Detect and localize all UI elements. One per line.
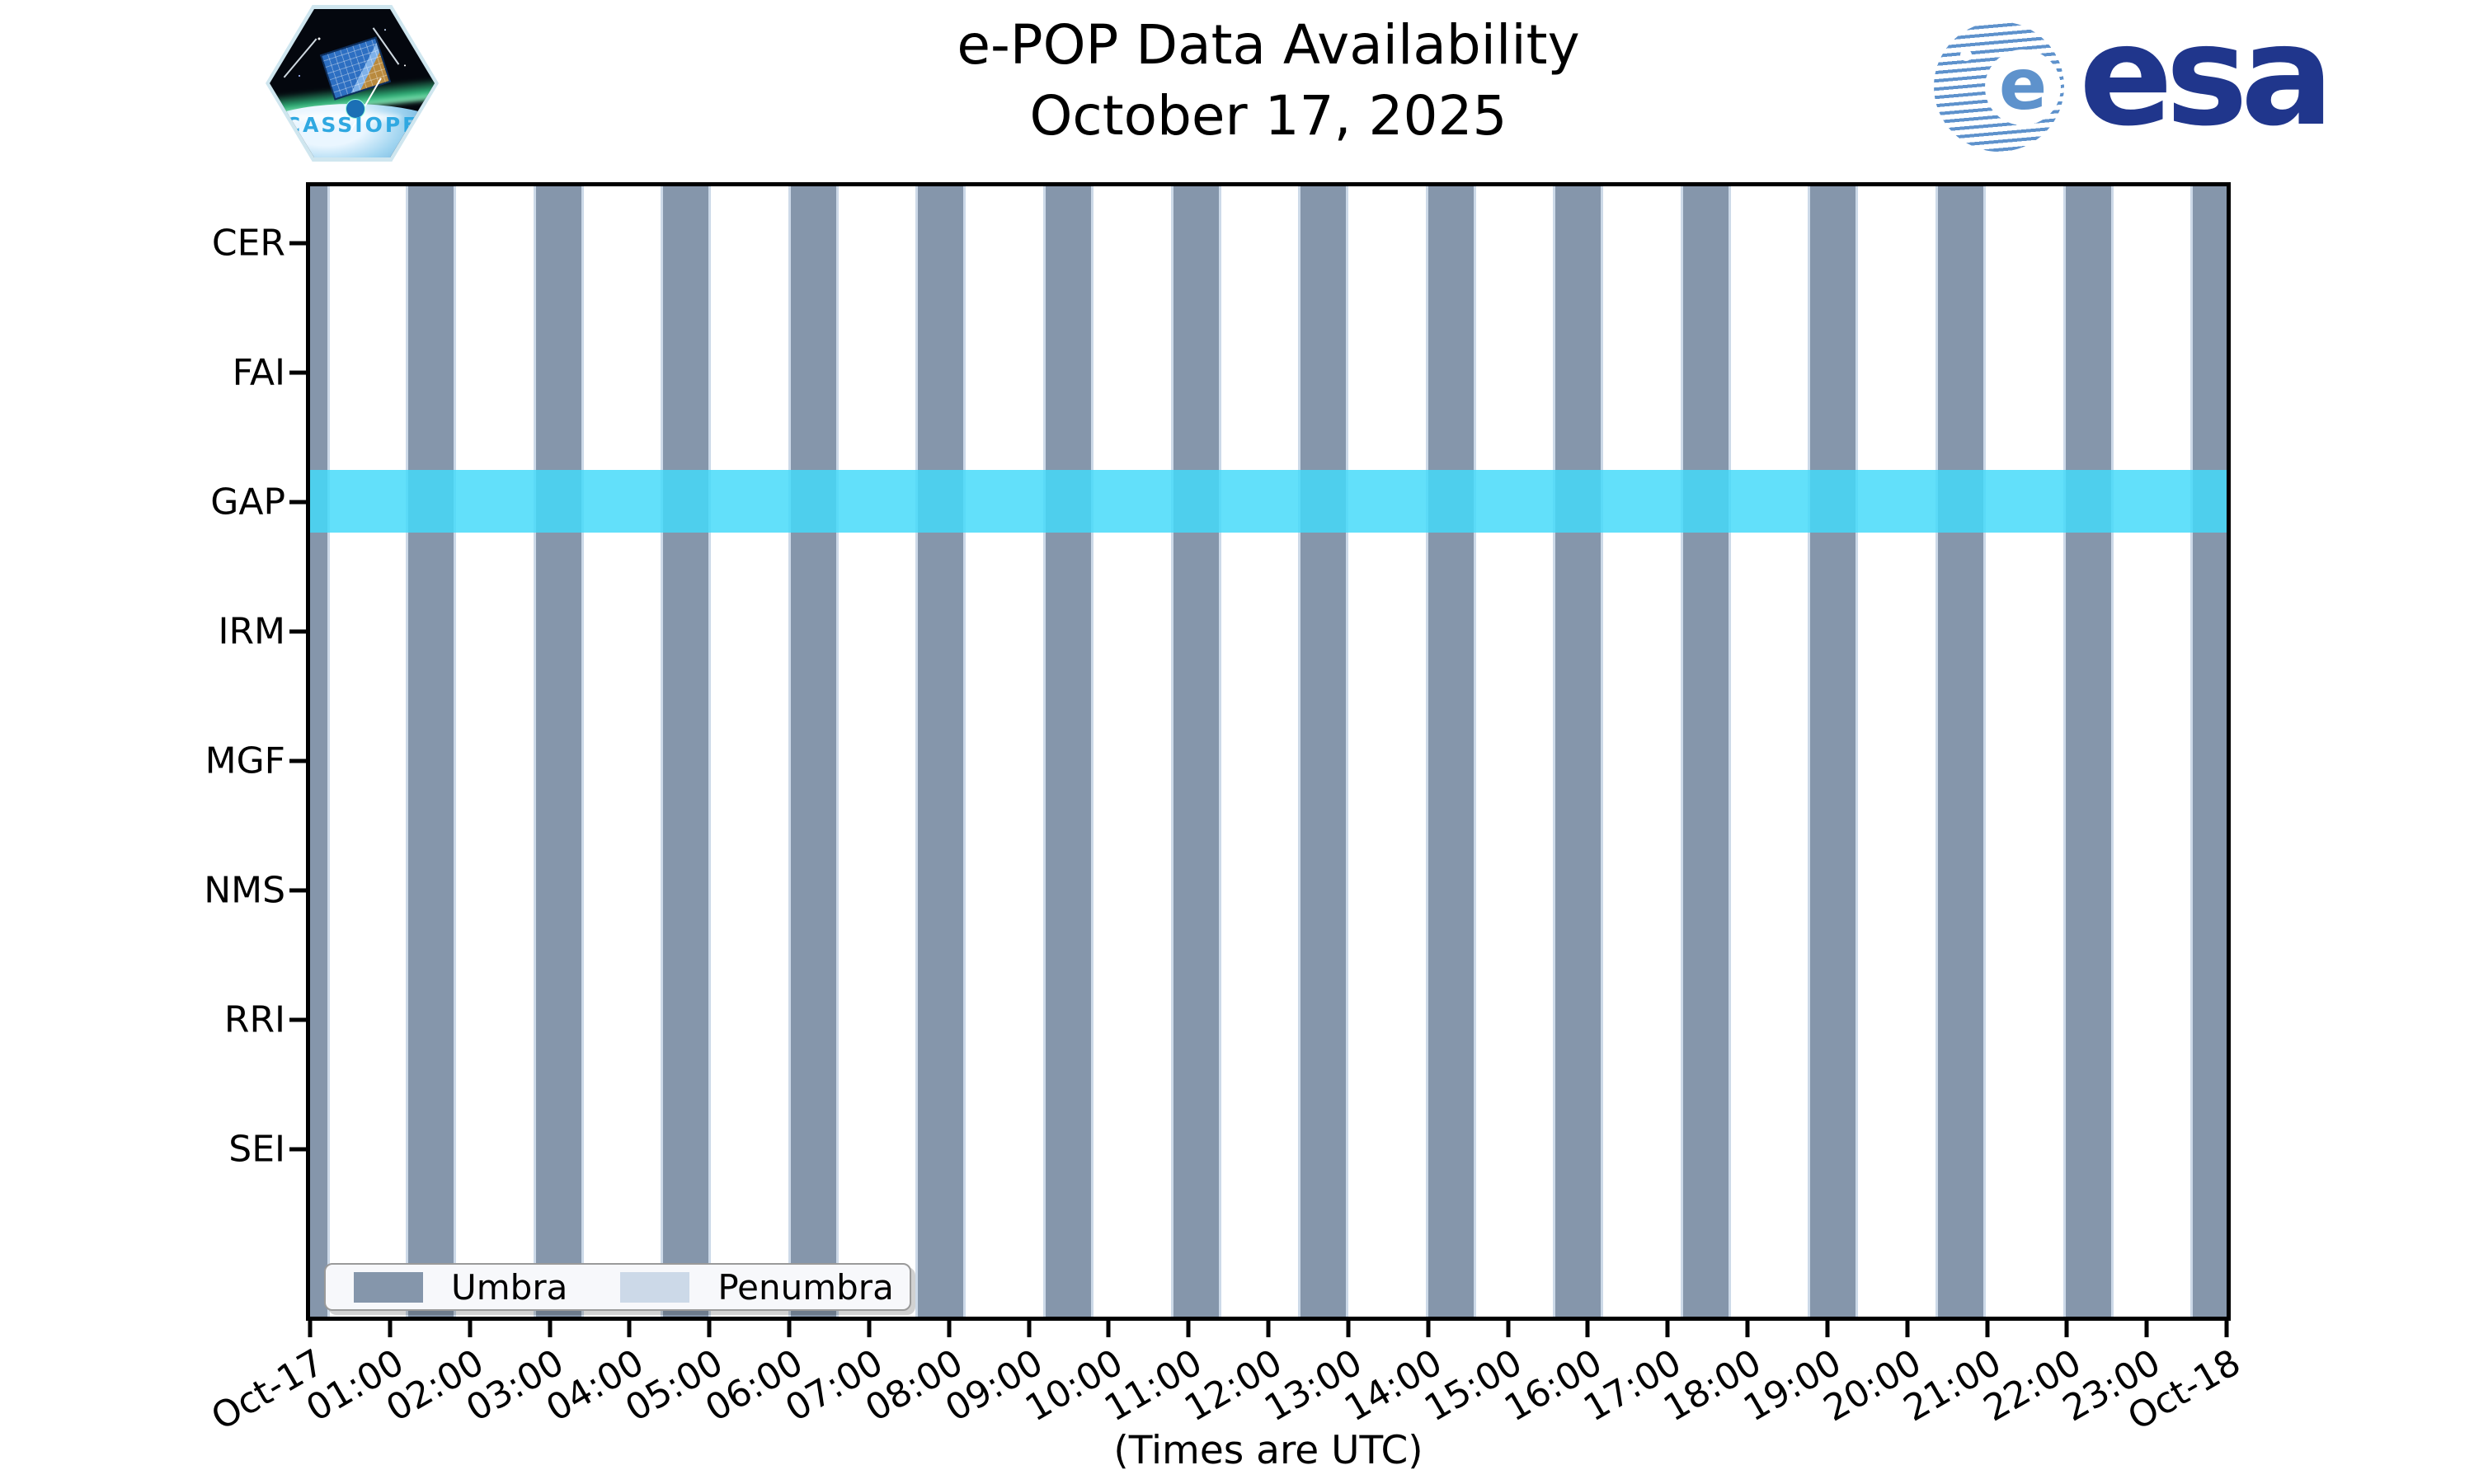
x-tick-mark [1027,1321,1031,1337]
cloud-graphic [286,113,402,122]
title-line-2: October 17, 2025 [1029,83,1507,148]
x-tick-mark [867,1321,872,1337]
umbra-interval-bar [1046,186,1092,1317]
y-tick-mark [289,629,306,634]
x-tick-mark [1106,1321,1111,1337]
y-tick-mark [289,758,306,763]
x-tick-mark [388,1321,393,1337]
x-tick-mark [1346,1321,1351,1337]
x-tick-mark [1266,1321,1271,1337]
x-tick-mark [468,1321,473,1337]
x-tick-mark [1905,1321,1910,1337]
agency-badge-icon [346,99,365,120]
umbra-label: Umbra [451,1266,568,1308]
x-tick-mark [2064,1321,2069,1337]
x-tick-mark [787,1321,792,1337]
umbra-interval-bar [2193,186,2227,1317]
umbra-interval-bar [2065,186,2111,1317]
x-tick-mark [1426,1321,1431,1337]
x-tick-mark [1745,1321,1750,1337]
x-tick-mark [1585,1321,1590,1337]
y-label-mgf: MGF [205,740,285,782]
x-tick-mark [1186,1321,1191,1337]
y-tick-mark [289,1147,306,1152]
y-label-fai: FAI [232,351,285,394]
umbra-interval-bar [535,186,581,1317]
penumbra-label: Penumbra [717,1266,894,1308]
plot-canvas [310,186,2227,1317]
gap-data-availability-band [310,469,2227,533]
esa-e-disc: e [1985,49,2061,125]
chart-title: e-POP Data Availability October 17, 2025 [306,10,2231,152]
esa-wordmark: esa [2079,0,2334,157]
y-tick-mark [289,888,306,893]
x-tick-mark [707,1321,712,1337]
penumbra-swatch [620,1271,690,1303]
umbra-interval-bar [310,186,327,1317]
x-tick-mark [1506,1321,1510,1337]
x-tick-mark [548,1321,552,1337]
x-tick-mark [1985,1321,1989,1337]
y-tick-mark [289,241,306,246]
umbra-interval-bar [1555,186,1602,1317]
cassiope-wordmark: CASSIOPE [285,112,420,137]
y-label-cer: CER [211,222,285,265]
umbra-interval-bar [1427,186,1474,1317]
legend-item-penumbra: Penumbra [620,1267,894,1308]
y-label-sei: SEI [228,1128,285,1171]
umbra-swatch [354,1271,423,1303]
x-tick-mark [1665,1321,1670,1337]
umbra-interval-bar [1810,186,1856,1317]
umbra-interval-bar [663,186,709,1317]
y-tick-mark [289,370,306,375]
y-label-rri: RRI [223,998,285,1041]
esa-e-letter: e [1998,44,2048,126]
plot-area: Umbra Penumbra Oct-17 01:00 02:00 03:00 04:0… [205,182,2248,1439]
esa-globe-dot [1960,49,1972,61]
x-tick-mark [627,1321,632,1337]
umbra-interval-bar [790,186,836,1317]
umbra-interval-bar [918,186,964,1317]
umbra-interval-bar [1173,186,1219,1317]
title-line-1: e-POP Data Availability [957,13,1580,77]
x-axis-title: (Times are UTC) [1113,1428,1423,1473]
y-tick-mark [289,500,306,505]
x-tick-mark [2144,1321,2149,1337]
x-tick-mark [1825,1321,1830,1337]
legend: Umbra Penumbra [324,1263,911,1311]
cassiope-mission-patch: CASSIOPE [266,5,439,162]
esa-globe-icon: e [1934,21,2064,152]
umbra-interval-bar [408,186,454,1317]
legend-item-umbra: Umbra [354,1267,567,1308]
x-tick-mark [2224,1321,2229,1337]
y-label-irm: IRM [218,610,285,653]
umbra-interval-bar [1938,186,1984,1317]
x-tick-mark [947,1321,952,1337]
y-axis-labels: CER FAI GAP IRM MGF NMS RRI SEI [0,186,285,1317]
esa-logo: e esa [1934,0,2334,161]
umbra-interval-bar [1300,186,1347,1317]
x-tick-mark [308,1321,313,1337]
umbra-interval-bar [1682,186,1729,1317]
y-tick-mark [289,1017,306,1022]
y-label-nms: NMS [204,869,285,912]
y-label-gap: GAP [210,481,285,524]
